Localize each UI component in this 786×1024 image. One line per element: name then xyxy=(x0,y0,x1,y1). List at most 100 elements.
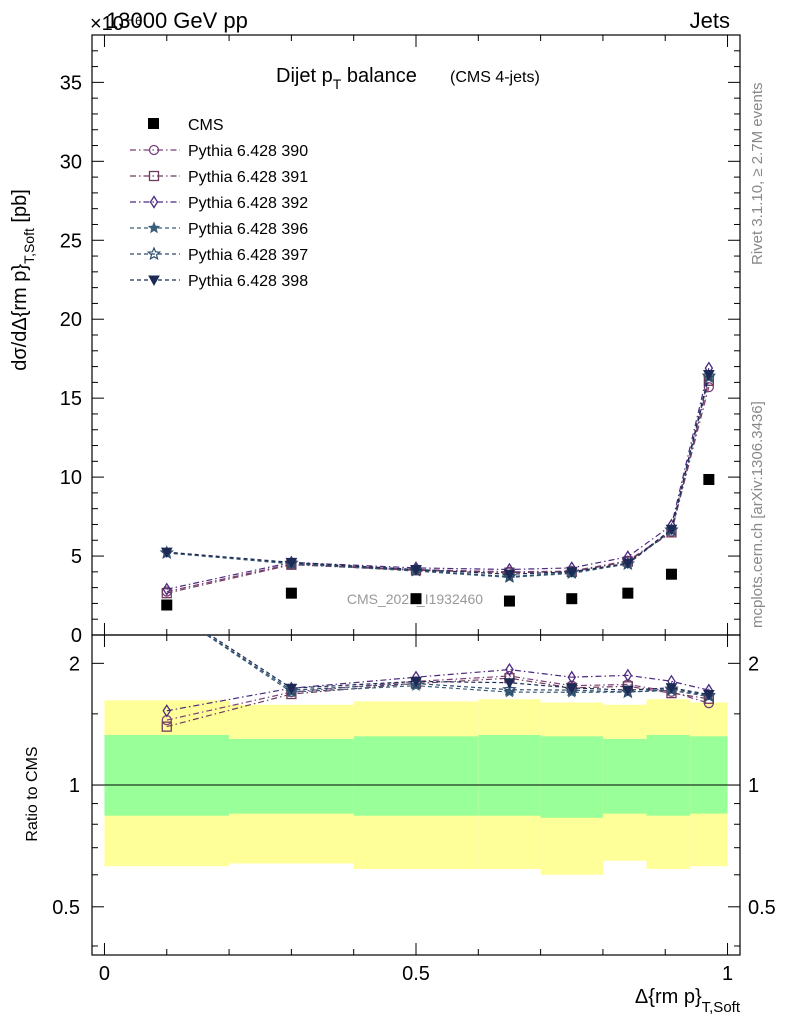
cms-uncertainty-bands xyxy=(92,699,740,875)
ratio-point-4 xyxy=(502,682,517,696)
ratio-point-5 xyxy=(621,685,634,697)
ratio-tick-label-right: 1 xyxy=(748,775,759,797)
series-line-4 xyxy=(166,375,710,578)
y-tick-label: 20 xyxy=(60,309,82,331)
legend-marker-cms xyxy=(148,118,159,129)
ratio-point-2 xyxy=(162,704,172,718)
y-tick-label: 35 xyxy=(60,72,82,94)
ratio-point-5 xyxy=(503,678,516,689)
ratio-point-5 xyxy=(665,683,678,694)
cms-data-point xyxy=(566,593,578,605)
y-tick-label: 10 xyxy=(60,467,82,489)
legend-marker-5 xyxy=(148,275,160,287)
ratio-tick-label: 0.5 xyxy=(52,897,80,919)
ratio-tick-label-right: 2 xyxy=(748,653,759,675)
x-tick-label: 0.5 xyxy=(402,963,430,985)
legend-label-2: Pythia 6.428 392 xyxy=(188,195,308,212)
y-tick-label: 25 xyxy=(60,230,82,252)
legend-marker-2 xyxy=(149,195,159,209)
series-line-0 xyxy=(166,386,710,593)
series-line-2 xyxy=(166,368,710,590)
legend-label-cms: CMS xyxy=(188,117,224,134)
legend-marker-0 xyxy=(148,144,160,156)
legend-label-4: Pythia 6.428 397 xyxy=(188,247,308,264)
x-tick-label: 1 xyxy=(722,963,733,985)
plot-subtitle: (CMS 4-jets) xyxy=(450,69,540,86)
series-line-1 xyxy=(166,380,710,594)
legend-marker-4 xyxy=(146,246,162,261)
legend-label-0: Pythia 6.428 390 xyxy=(188,143,308,160)
ratio-tick-label: 1 xyxy=(69,775,80,797)
svg-text:Dijet pT balance: Dijet pT balance xyxy=(276,65,417,92)
cms-data-point xyxy=(703,473,715,485)
ratio-panel-series xyxy=(161,635,717,732)
ratio-tick-label-right: 0.5 xyxy=(748,897,776,919)
legend-label-3: Pythia 6.428 396 xyxy=(188,221,308,238)
axes: 0 5 10 15 20 25 30 35 0 0.5 1 0.5 0.5 1 1 2 2 xyxy=(52,34,776,985)
series-point-5 xyxy=(702,369,715,381)
y-tick-label: 30 xyxy=(60,151,82,173)
cms-data-point xyxy=(410,593,422,605)
legend: CMS Pythia 6.428 390 Pythia 6.428 391 Pythi… xyxy=(130,117,308,290)
main-panel-series xyxy=(159,361,717,611)
ratio-point-5 xyxy=(285,683,298,695)
rivet-label: Rivet 3.1.10, ≥ 2.7M events xyxy=(749,83,766,266)
ratio-line-5 xyxy=(209,635,709,696)
inner-band-4 xyxy=(540,736,603,818)
legend-marker-3 xyxy=(147,221,161,234)
inner-band-2 xyxy=(353,736,479,816)
series-point-5 xyxy=(410,564,422,576)
x-tick-label: 0 xyxy=(99,963,110,985)
ratio-point-5 xyxy=(410,676,422,688)
ratio-line-1 xyxy=(166,677,709,728)
y-axis-label: dσ/dΔ{rm p}T,Soft [pb] xyxy=(9,189,37,371)
series-point-0 xyxy=(703,381,714,393)
cms-data-point xyxy=(503,595,515,607)
inner-band-5 xyxy=(602,738,647,814)
cms-data-point xyxy=(622,587,634,599)
y-tick-label: 5 xyxy=(71,546,82,568)
inner-band-6 xyxy=(646,734,691,816)
y-tick-label: 0 xyxy=(71,625,82,647)
series-point-5 xyxy=(285,557,298,569)
inner-band-1 xyxy=(229,738,354,814)
ratio-line-2 xyxy=(166,668,709,712)
series-point-5 xyxy=(503,569,516,581)
title-rest: balance xyxy=(341,65,417,87)
mcplots-label: mcplots.cern.ch [arXiv:1306.3436] xyxy=(749,401,766,628)
title-main: Dijet p xyxy=(276,65,333,87)
ratio-point-2 xyxy=(623,668,633,683)
header-process: Jets xyxy=(690,8,730,33)
ratio-line-3 xyxy=(205,635,709,698)
inner-band-0 xyxy=(104,734,230,816)
ratio-point-1 xyxy=(161,721,172,732)
legend-label-5: Pythia 6.428 398 xyxy=(188,273,308,290)
series-line-3 xyxy=(166,377,710,579)
ratio-point-2 xyxy=(505,662,514,677)
legend-label-1: Pythia 6.428 391 xyxy=(188,169,308,186)
cms-data-point xyxy=(665,568,677,580)
ratio-line-0 xyxy=(166,675,709,721)
cms-data-point xyxy=(285,587,297,599)
plot-title: Dijet pT balance (CMS 4-jets) xyxy=(276,65,540,92)
series-line-5 xyxy=(166,374,710,575)
header-energy: 13000 GeV pp xyxy=(106,8,248,33)
title-sub: T xyxy=(333,76,342,92)
series-point-5 xyxy=(565,567,578,578)
ratio-point-5 xyxy=(565,683,578,694)
ratio-tick-label: 2 xyxy=(69,653,80,675)
cms-data-point xyxy=(161,599,173,611)
series-point-5 xyxy=(665,524,678,536)
y-tick-label: 15 xyxy=(60,388,82,410)
ratio-line-4 xyxy=(206,635,709,697)
header-multiplier: ×10⁻⁶ xyxy=(90,13,143,35)
ratio-y-axis-label: Ratio to CMS xyxy=(24,746,41,841)
series-point-5 xyxy=(621,558,634,570)
series-point-5 xyxy=(160,547,173,559)
inner-band-7 xyxy=(690,736,728,814)
legend-marker-1 xyxy=(148,170,160,182)
x-axis-label: Δ{rm p}T,Soft xyxy=(635,986,741,1016)
ratio-point-5 xyxy=(702,689,715,701)
series-point-2 xyxy=(162,582,172,596)
